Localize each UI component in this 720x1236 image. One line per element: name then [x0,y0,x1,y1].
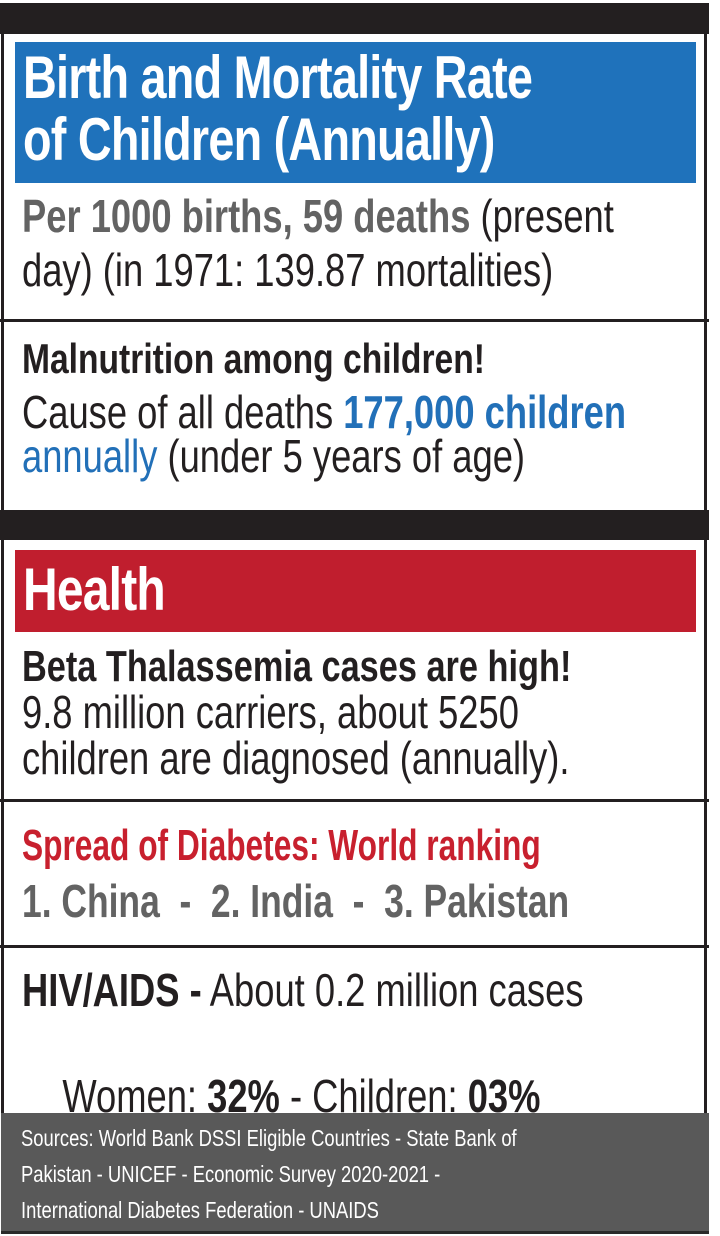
top-dark-band [0,3,709,34]
mortality-stat-line2: day) (in 1971: 139.87 mortalities) [22,244,554,296]
hiv-label: HIV/AIDS - [22,964,202,1016]
hiv-cases: About 0.2 million cases [201,964,584,1016]
section-header-health: Health [15,550,696,632]
hiv-children-label: - Children: [279,1070,468,1122]
malnutrition-count: 177,000 children [343,386,627,438]
middle-dark-band [0,510,709,540]
thalassemia-line1: 9.8 million carriers, about 5250 [22,686,519,738]
malnutrition-age: (under 5 years of age) [157,430,526,482]
malnutrition-heading: Malnutrition among children! [22,335,485,382]
malnutrition-annually: annually [22,430,158,482]
sources-text: Sources: World Bank DSSI Eligible Countr… [21,1123,641,1225]
sources-footer: Sources: World Bank DSSI Eligible Countr… [1,1113,709,1234]
mortality-stat: Per 1000 births, 59 deaths (present day)… [22,192,702,294]
divider [0,945,709,948]
diabetes-heading: Spread of Diabetes: World ranking [22,821,541,870]
sources-line2: Pakistan - UNICEF - Economic Survey 2020… [21,1161,441,1187]
thalassemia-line2: children are diagnosed (annually). [22,732,570,784]
section-header-birth-mortality: Birth and Mortality Rate of Children (An… [15,42,696,183]
health-title: Health [23,556,166,623]
malnutrition-text: Cause of all deaths [22,386,344,438]
divider [0,799,709,802]
diabetes-ranking: 1. China - 2. India - 3. Pakistan [22,875,570,927]
hiv-women-value: 32% [207,1070,280,1122]
hiv-children-value: 03% [467,1070,541,1122]
divider [0,319,709,322]
thalassemia-heading: Beta Thalassemia cases are high! [22,642,572,691]
thalassemia-stat: Beta Thalassemia cases are high! 9.8 mil… [22,642,702,784]
malnutrition-stat: Malnutrition among children! Cause of al… [22,335,702,482]
hiv-women-label: Women: [62,1070,208,1122]
sources-line1: Sources: World Bank DSSI Eligible Countr… [21,1125,517,1151]
mortality-stat-bold: Per 1000 births, 59 deaths [22,190,471,242]
mortality-stat-rest: (present [470,190,614,242]
diabetes-stat: Spread of Diabetes: World ranking 1. Chi… [22,821,702,927]
section-title-line2: of Children (Annually) [23,106,495,173]
section-title-line1: Birth and Mortality Rate [23,44,533,111]
hiv-stat: HIV/AIDS - About 0.2 million cases Women… [22,966,702,1168]
sources-line3: International Diabetes Federation - UNAI… [21,1197,379,1223]
